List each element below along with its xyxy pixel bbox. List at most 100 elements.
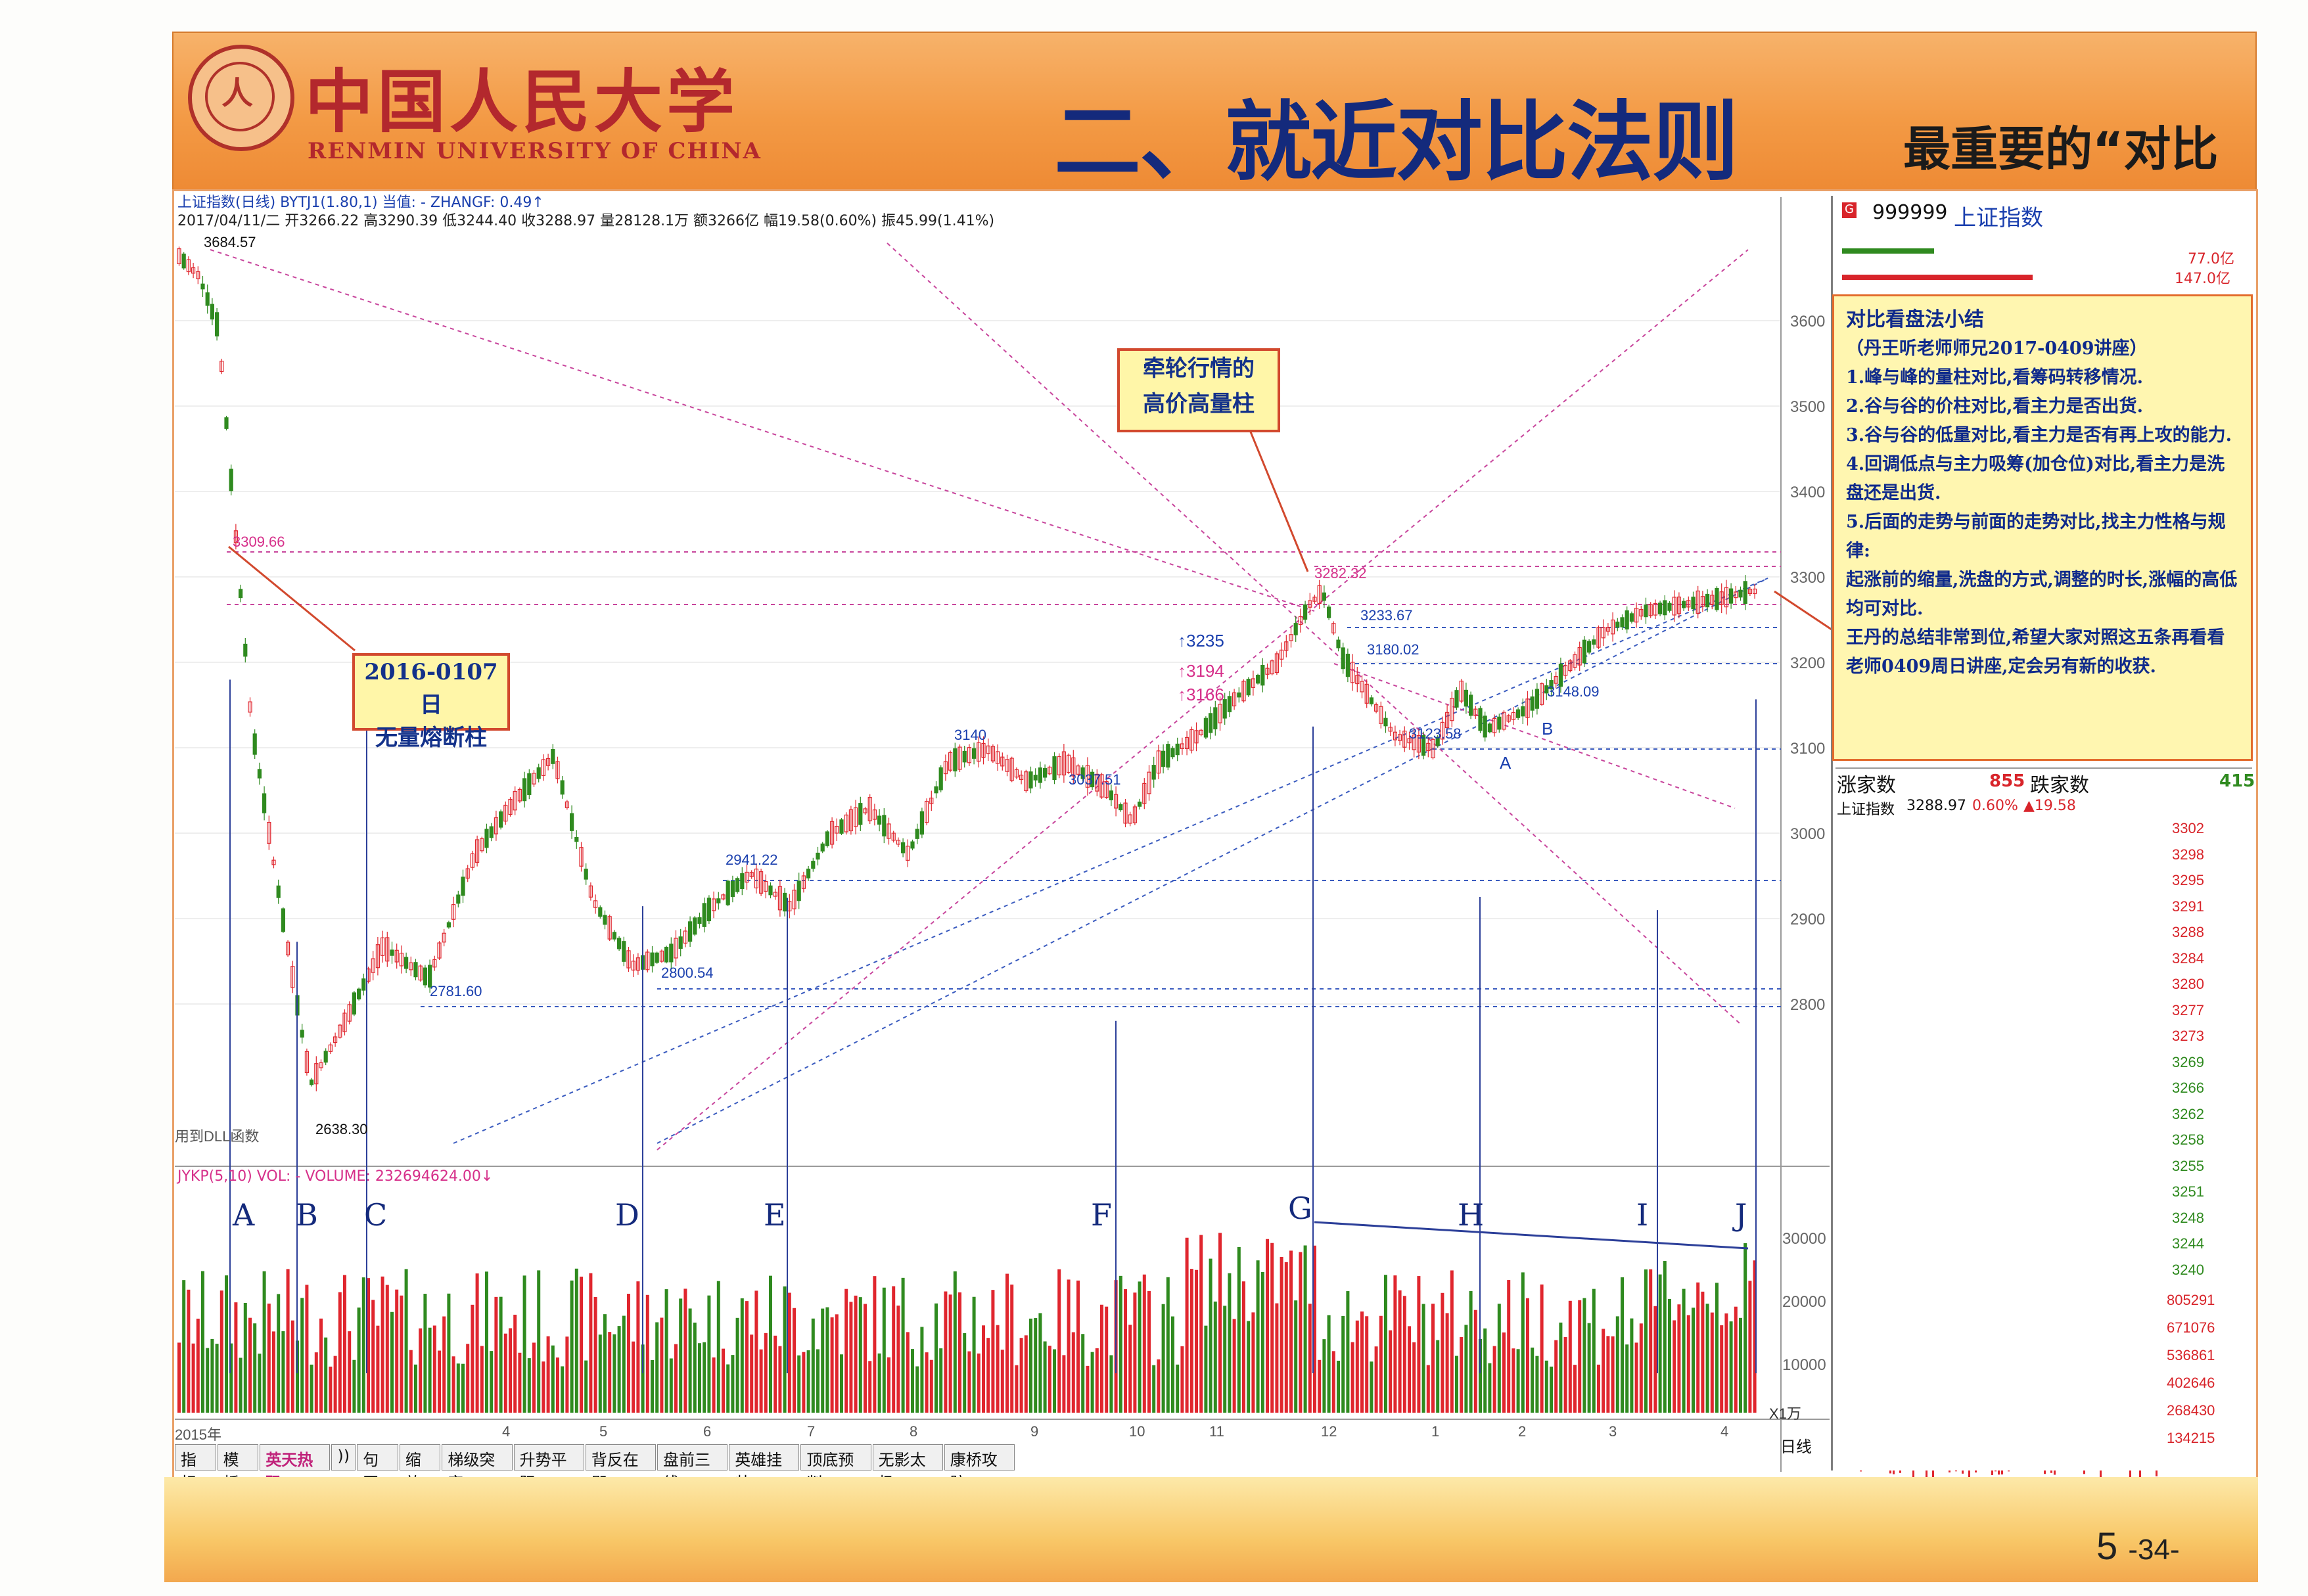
volume-bar	[1521, 1272, 1525, 1413]
volume-bar	[551, 1345, 555, 1413]
indicator-tab[interactable]: 英雄挂帅	[729, 1444, 800, 1492]
volume-bar	[612, 1334, 616, 1413]
indicator-tab[interactable]: 背反在即	[585, 1444, 656, 1492]
volume-bar	[1611, 1336, 1615, 1413]
candle-body	[371, 958, 375, 973]
price-label-3309: 3309.66	[233, 534, 285, 550]
candle-body	[1255, 674, 1260, 684]
volume-bar	[1724, 1313, 1728, 1413]
indicator-tab[interactable]: 盘前三线	[657, 1444, 728, 1492]
price-label-2800: 2800.54	[661, 965, 714, 981]
candle-body	[1696, 590, 1700, 614]
indicator-tab[interactable]: 梯级突穿	[442, 1444, 513, 1492]
candle-body	[995, 751, 1000, 764]
indicator-tab[interactable]: 模板	[217, 1444, 259, 1492]
candle-body	[801, 875, 806, 889]
candle-body	[1497, 716, 1502, 730]
price-axis-tick: 3300	[1790, 569, 1826, 587]
candle-body	[1326, 606, 1331, 618]
volume-bar	[849, 1302, 853, 1413]
volume-marker-b: B	[296, 1197, 318, 1233]
volume-bar	[329, 1366, 333, 1413]
volume-bar	[1384, 1275, 1387, 1413]
volume-bar	[404, 1269, 408, 1413]
volume-bar	[1081, 1334, 1085, 1413]
indicator-tab[interactable]: 升势平阳	[513, 1444, 584, 1492]
candle-body	[607, 916, 612, 940]
candle-body	[1568, 660, 1573, 672]
candle-body	[470, 853, 475, 868]
indicator-tab[interactable]: 指标	[175, 1444, 216, 1492]
notes-item: 1.峰与峰的量柱对比,看筹码转移情况.	[1846, 367, 2143, 388]
candle-body	[1232, 692, 1237, 706]
volume-bar	[712, 1357, 716, 1413]
volume-bar	[1568, 1300, 1572, 1413]
volume-bar	[1734, 1306, 1738, 1413]
candle-body	[1464, 689, 1468, 707]
volume-bar	[1223, 1306, 1227, 1413]
volume-bar	[754, 1290, 758, 1413]
indicator-tab[interactable]: 顶底预判	[800, 1444, 871, 1492]
volume-bar	[518, 1352, 522, 1413]
candle-body	[536, 767, 541, 779]
indicator-tab[interactable]: 句网	[357, 1444, 398, 1492]
index-name: 上证指数	[1954, 205, 2043, 231]
volume-bar	[1497, 1304, 1501, 1413]
volume-axis-tick: 10000	[1782, 1356, 1826, 1374]
candle-body	[1682, 601, 1686, 608]
candle-body	[513, 790, 517, 811]
candle-body	[1066, 754, 1071, 773]
volume-bar	[290, 1320, 294, 1413]
volume-bar	[286, 1269, 290, 1413]
volume-bar	[1426, 1365, 1430, 1413]
candle-body	[517, 788, 522, 802]
volume-axis-tick: 20000	[1782, 1293, 1826, 1311]
volume-bar	[267, 1303, 271, 1413]
candle-body	[494, 817, 499, 834]
indicator-tab[interactable]: 康桥攻防	[944, 1444, 1015, 1492]
candle-body	[1298, 616, 1303, 626]
volume-bar	[475, 1273, 479, 1413]
volume-bar	[688, 1308, 692, 1413]
volume-bar	[1550, 1366, 1553, 1413]
volume-bar	[385, 1285, 389, 1413]
volume-bar	[371, 1300, 375, 1413]
candle-body	[1085, 765, 1090, 788]
candle-body	[1270, 660, 1274, 675]
volume-bar	[1417, 1276, 1421, 1413]
indicator-tab[interactable]: 英天热码	[260, 1444, 331, 1492]
candle-body	[716, 898, 721, 903]
time-axis-tick: 6	[703, 1423, 712, 1440]
volume-bar	[503, 1333, 507, 1413]
candle-body	[1492, 718, 1497, 733]
volume-bar	[948, 1294, 952, 1413]
volume-bar	[1195, 1269, 1198, 1413]
candle-body	[1691, 597, 1696, 610]
candle-body	[764, 880, 768, 892]
indicator-tab[interactable]: ))	[331, 1444, 356, 1471]
candle-body	[687, 921, 693, 942]
candle-body	[1061, 751, 1067, 776]
candle-body	[1747, 589, 1752, 594]
volume-bar	[522, 1275, 526, 1413]
price-label-2781: 2781.60	[430, 983, 482, 999]
candle-body	[404, 957, 409, 969]
candle-body	[1289, 634, 1293, 641]
candle-body	[498, 811, 503, 828]
candle-body	[1421, 735, 1426, 756]
candle-body	[796, 880, 801, 901]
volume-bar	[1615, 1316, 1619, 1413]
candle-body	[678, 936, 683, 949]
volume-bar	[1644, 1269, 1648, 1413]
volume-bar	[1554, 1340, 1558, 1413]
high-price-label: 3684.57	[204, 234, 256, 250]
candle-body	[399, 953, 404, 967]
volume-bar	[499, 1296, 503, 1413]
candle-body	[1260, 664, 1265, 686]
indicator-tab[interactable]: 缩放	[399, 1444, 441, 1492]
candle-body	[328, 1044, 333, 1052]
volume-bar	[1322, 1339, 1326, 1413]
volume-bar	[1303, 1245, 1307, 1413]
candle-body	[943, 761, 948, 775]
indicator-tab[interactable]: 无影太极	[872, 1444, 943, 1492]
